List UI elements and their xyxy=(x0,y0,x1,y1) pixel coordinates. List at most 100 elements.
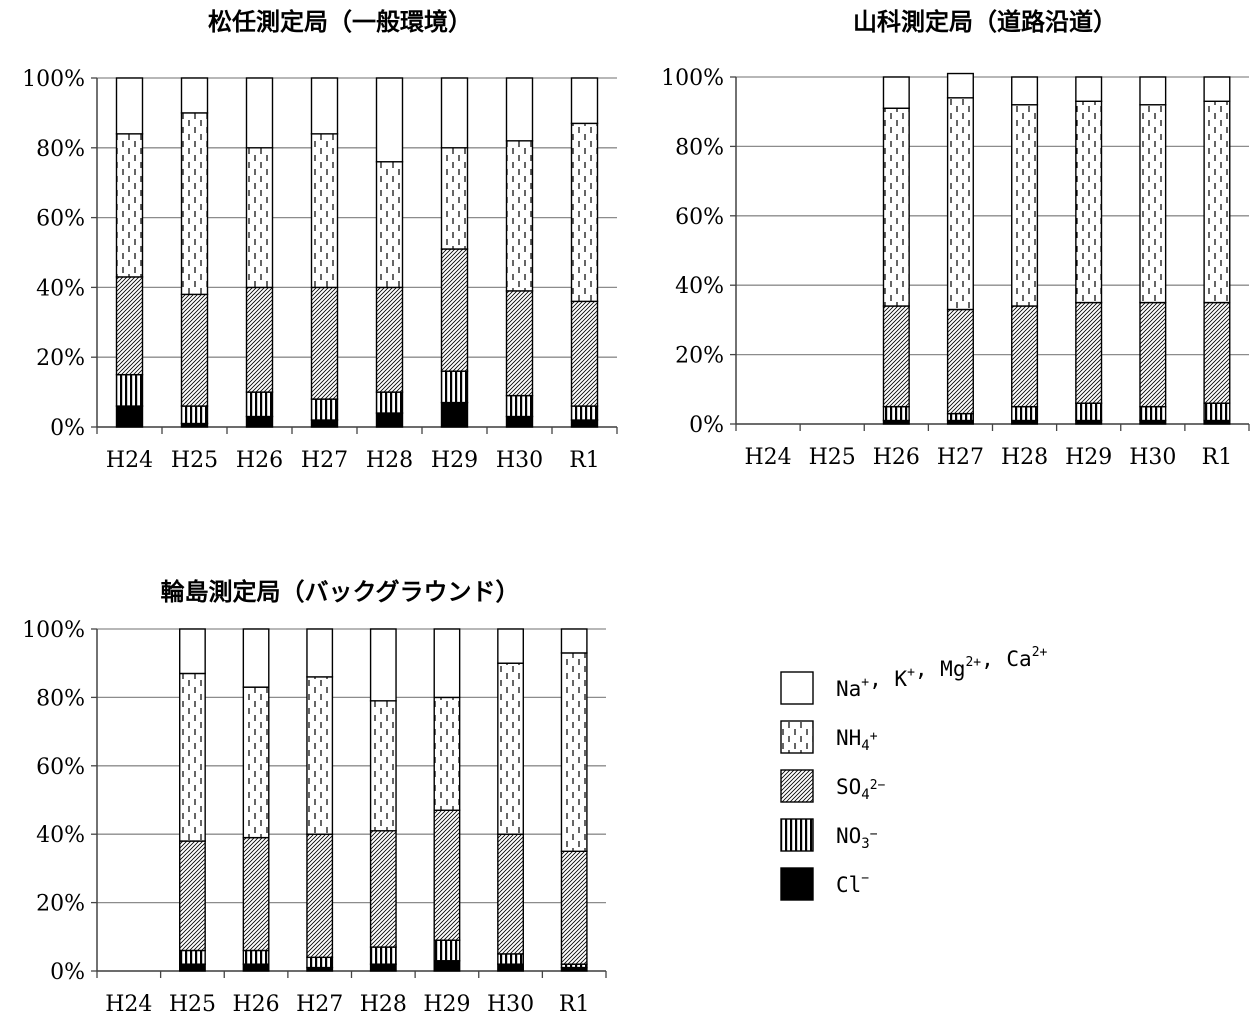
bar-segment xyxy=(242,836,270,952)
bar-segment xyxy=(497,628,524,664)
bar-segment xyxy=(570,122,599,303)
y-tick-label: 40% xyxy=(36,823,85,848)
y-tick-label: 60% xyxy=(36,755,85,780)
bar-segment xyxy=(1203,301,1231,404)
bar-segment xyxy=(497,963,524,972)
bar-segment xyxy=(497,662,524,835)
bar-segment xyxy=(505,140,534,292)
bar-segment xyxy=(560,850,588,965)
bar-segment xyxy=(115,405,144,428)
x-tick-label: H26 xyxy=(236,448,283,473)
bar-segment xyxy=(440,248,469,372)
bar-segment xyxy=(1139,301,1167,408)
chart-yamashina: 山科測定局（道路沿道） 0% 20% 40% 60% 80% 100% H24 H25 H26 H2… xyxy=(661,8,1250,470)
bar-segment xyxy=(179,628,206,675)
bar-segment xyxy=(310,286,339,400)
bar-segment xyxy=(433,960,461,972)
bar-segment xyxy=(306,833,334,959)
bar-segment xyxy=(1075,100,1103,304)
y-tick-label: 0% xyxy=(50,960,85,985)
bar-segment xyxy=(310,398,339,421)
bar-segment xyxy=(433,939,461,962)
bar-segment xyxy=(1139,104,1167,304)
x-tick-label: H27 xyxy=(301,448,348,473)
bar-segment xyxy=(1011,305,1039,408)
y-tick-label: 100% xyxy=(22,67,85,92)
bar-segment xyxy=(433,628,461,699)
bar-segment xyxy=(242,686,270,839)
bar-segment xyxy=(505,394,534,418)
y-tick-label: 100% xyxy=(22,618,85,643)
bar-segment xyxy=(1011,405,1039,422)
bar-segment xyxy=(375,286,404,393)
bar-segment xyxy=(560,628,588,654)
bar-segment xyxy=(242,949,270,965)
x-tick-label: H27 xyxy=(296,992,343,1017)
bar-segment xyxy=(310,133,339,289)
x-tick-label: H26 xyxy=(232,992,279,1017)
legend-swatch xyxy=(780,720,814,754)
chart-title: 松任測定局（一般環境） xyxy=(208,8,472,36)
bar-segment xyxy=(1011,76,1039,106)
bar-segment xyxy=(570,300,599,407)
chart-matto: 松任測定局（一般環境） 0% 20% 40% 60% 80% 100% H24 H25 H26 H2… xyxy=(22,8,618,473)
x-tick-label: H27 xyxy=(937,445,984,470)
x-tick-label: H24 xyxy=(106,448,153,473)
bar-segment xyxy=(306,628,334,678)
bar-segment xyxy=(375,391,404,414)
bar-segment xyxy=(369,946,397,965)
bar-segment xyxy=(242,963,270,972)
bar-segment xyxy=(179,963,206,972)
legend: Na+, K+, Mg2+, Ca2+ NH4+ SO42− NO3− Cl− xyxy=(780,645,1048,901)
bar-segment xyxy=(570,419,599,428)
bar-segment xyxy=(369,830,397,948)
legend-label: SO42− xyxy=(836,775,886,803)
legend-label: NO3− xyxy=(836,824,878,852)
bar-segment xyxy=(115,133,144,278)
bar-segment xyxy=(946,308,974,415)
y-tick-label: 100% xyxy=(661,66,724,91)
bar-segment xyxy=(946,97,974,311)
bar-segment xyxy=(115,373,144,407)
bar-segment xyxy=(433,696,461,811)
bar-segment xyxy=(115,77,144,135)
x-tick-label: H30 xyxy=(496,448,543,473)
bar-segment xyxy=(375,77,404,163)
bar-segment xyxy=(179,672,206,842)
bar-segment xyxy=(369,628,397,702)
bar-segment xyxy=(440,401,469,428)
bar-segment xyxy=(440,77,469,149)
legend-swatch xyxy=(780,867,814,901)
bar-segment xyxy=(245,286,274,393)
x-tick-label: H28 xyxy=(360,992,407,1017)
x-tick-label: H29 xyxy=(423,992,470,1017)
bar-segment xyxy=(180,293,209,407)
bar-segment xyxy=(369,700,397,832)
bar-segment xyxy=(1139,405,1167,422)
x-tick-label: R1 xyxy=(559,992,590,1017)
bar-segment xyxy=(570,77,599,125)
y-tick-label: 40% xyxy=(36,276,85,301)
chart-title: 輪島測定局（バックグラウンド） xyxy=(160,578,519,606)
x-tick-label: H25 xyxy=(171,448,218,473)
bar-segment xyxy=(882,76,910,109)
x-tick-label: H28 xyxy=(1001,445,1048,470)
bar-segment xyxy=(497,833,524,955)
bar-segment xyxy=(440,147,469,250)
bar-segment xyxy=(369,963,397,972)
legend-swatch xyxy=(780,671,814,705)
x-tick-label: H24 xyxy=(105,992,152,1017)
bar-segment xyxy=(497,953,524,965)
bar-segment xyxy=(560,652,588,853)
x-tick-label: H25 xyxy=(169,992,216,1017)
legend-swatch xyxy=(780,818,814,852)
x-tick-label: H29 xyxy=(431,448,478,473)
bar-segment xyxy=(882,405,910,422)
x-tick-label: H30 xyxy=(1129,445,1176,470)
bar-segment xyxy=(180,405,209,425)
bar-segment xyxy=(882,107,910,307)
y-tick-label: 80% xyxy=(36,686,85,711)
x-tick-label: H29 xyxy=(1065,445,1112,470)
bar-segment xyxy=(310,77,339,135)
